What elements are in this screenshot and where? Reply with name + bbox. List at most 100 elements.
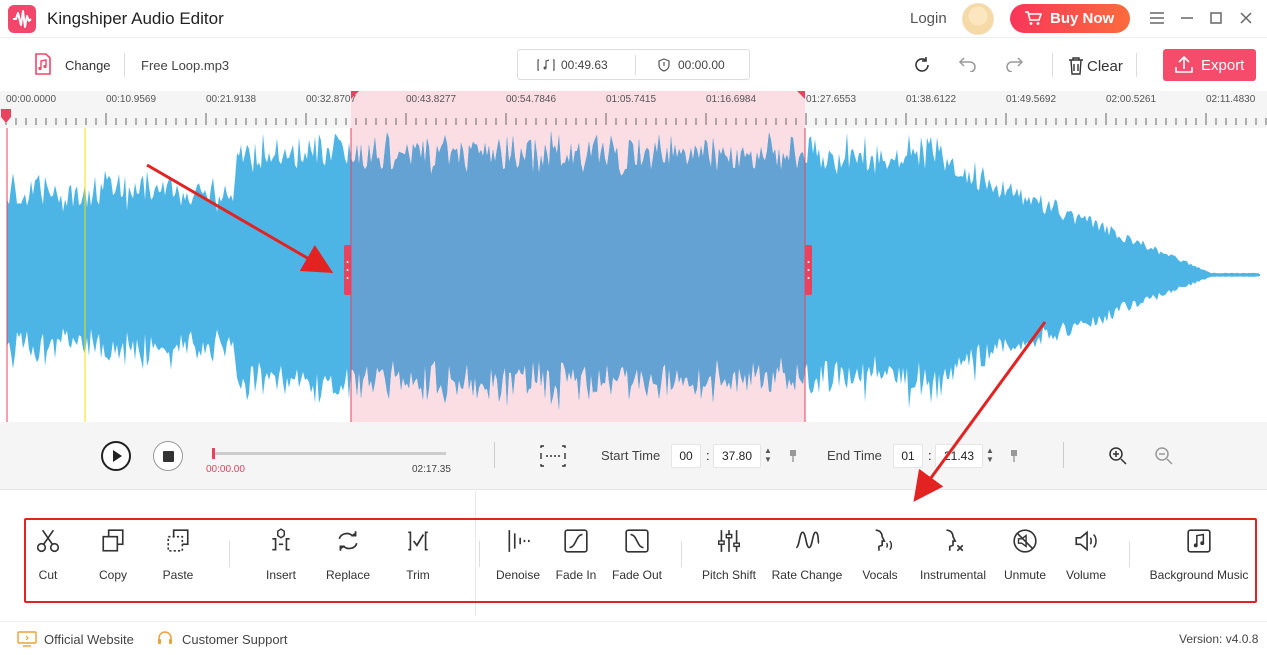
colon: :	[928, 448, 932, 463]
tool-insert-button[interactable]: Insert	[226, 528, 336, 588]
official-website-link[interactable]: Official Website	[44, 632, 134, 647]
customer-support-link[interactable]: Customer Support	[182, 632, 288, 647]
pin-icon[interactable]	[788, 449, 798, 463]
login-link[interactable]: Login	[910, 10, 947, 27]
trim-icon	[408, 531, 428, 551]
tool-unmute-button[interactable]: Unmute	[970, 528, 1080, 588]
selection-start-handle[interactable]	[344, 245, 351, 295]
avatar[interactable]	[962, 3, 994, 35]
vocals-icon	[875, 529, 893, 551]
footer: Official Website Customer Support Versio…	[0, 621, 1267, 655]
pitch-shift-icon	[718, 530, 740, 552]
waveform-selected-shape	[351, 130, 805, 411]
close-icon[interactable]	[1236, 8, 1256, 28]
replace-icon	[338, 531, 358, 551]
music-file-icon[interactable]	[33, 53, 53, 75]
zoom-out-icon[interactable]	[1154, 446, 1174, 466]
menu-icon[interactable]	[1147, 8, 1167, 28]
buy-now-button[interactable]: Buy Now	[1010, 4, 1130, 33]
stop-button[interactable]	[153, 441, 183, 471]
duration-value: 00:49.63	[561, 58, 608, 72]
headset-icon[interactable]	[156, 630, 174, 648]
divider	[124, 53, 125, 77]
maximize-icon[interactable]	[1206, 8, 1226, 28]
tool-cut-button[interactable]: Cut	[0, 528, 103, 588]
tool-label: Unmute	[1003, 568, 1047, 582]
unmute-icon	[1013, 529, 1037, 553]
tool-denoise-button[interactable]: Denoise	[463, 528, 573, 588]
minimize-icon[interactable]	[1177, 8, 1197, 28]
ruler-label: 02:00.5261	[1106, 94, 1157, 105]
time-info-box: 00:49.63 00:00.00	[517, 49, 750, 80]
pin-icon[interactable]	[1009, 449, 1019, 463]
upload-icon	[1175, 56, 1193, 73]
ruler-label: 00:21.9138	[206, 94, 257, 105]
ruler-label: 01:38.6122	[906, 94, 957, 105]
tool-trim-button[interactable]: Trim	[363, 528, 473, 588]
export-button[interactable]: Export	[1163, 49, 1256, 81]
tool-rate-change-button[interactable]: Rate Change	[752, 528, 862, 588]
time-ruler[interactable]: 00:00.0000 00:10.9569 00:21.9138 00:32.8707…	[0, 91, 1267, 128]
end-sec-input[interactable]: 21.43	[935, 444, 983, 468]
tool-volume-button[interactable]: Volume	[1031, 528, 1141, 588]
ruler-label: 01:05.7415	[606, 94, 657, 105]
website-icon[interactable]	[17, 631, 37, 647]
tool-copy-button[interactable]: Copy	[58, 528, 168, 588]
duration-icon	[537, 59, 555, 71]
divider	[494, 442, 495, 468]
end-time-label: End Time	[827, 448, 882, 463]
tool-replace-button[interactable]: Replace	[293, 528, 403, 588]
tool-pitch-shift-button[interactable]: Pitch Shift	[674, 528, 784, 588]
tool-fade-in-button[interactable]: Fade In	[521, 528, 631, 588]
ruler-label: 01:49.5692	[1006, 94, 1057, 105]
cart-icon	[1025, 11, 1042, 25]
progress-handle[interactable]	[212, 448, 215, 459]
app-logo-icon	[8, 5, 36, 33]
ruler-label: 00:54.7846	[506, 94, 557, 105]
tool-paste-button[interactable]: Paste	[123, 528, 233, 588]
tool-instrumental-button[interactable]: Instrumental	[898, 528, 1008, 588]
start-stepper[interactable]: ▲ ▼	[764, 446, 772, 464]
tool-fade-out-button[interactable]: Fade Out	[582, 528, 692, 588]
copy-icon	[102, 529, 124, 552]
select-all-icon[interactable]	[540, 445, 566, 467]
tool-label: Pitch Shift	[701, 568, 757, 582]
end-min-input[interactable]: 01	[893, 444, 923, 468]
tool-label: Trim	[406, 568, 430, 582]
paste-icon	[167, 529, 189, 552]
selection-time-value: 00:00.00	[678, 58, 725, 72]
selection-end-handle[interactable]	[805, 245, 812, 295]
divider	[1052, 53, 1053, 77]
waveform[interactable]	[0, 128, 1267, 422]
editor-toolbar: Change Free Loop.mp3 00:49.63 00:00.00 C…	[0, 39, 1267, 91]
selection-start-marker	[351, 91, 359, 99]
start-min-input[interactable]: 00	[671, 444, 701, 468]
tool-label: Denoise	[495, 568, 541, 582]
redo-icon[interactable]	[1004, 56, 1024, 72]
tool-label: Instrumental	[919, 568, 987, 582]
background-music-icon	[1187, 529, 1211, 553]
export-label: Export	[1201, 57, 1245, 74]
tool-label: Replace	[325, 568, 371, 582]
divider	[1129, 541, 1130, 567]
change-button[interactable]: Change	[65, 58, 111, 73]
playback-progress[interactable]	[212, 448, 446, 459]
start-sec-input[interactable]: 37.80	[713, 444, 761, 468]
clear-button[interactable]: Clear	[1068, 54, 1128, 78]
tool-label: Volume	[1065, 568, 1107, 582]
tool-background-music-button[interactable]: Background Music	[1144, 528, 1254, 588]
rate-change-icon	[795, 531, 820, 549]
end-stepper[interactable]: ▲ ▼	[986, 446, 994, 464]
tool-label: Cut	[38, 568, 58, 582]
start-time-label: Start Time	[601, 448, 661, 463]
divider	[681, 541, 682, 567]
ruler-label: 00:00.0000	[6, 94, 57, 105]
play-button[interactable]	[101, 441, 131, 471]
zoom-in-icon[interactable]	[1108, 446, 1128, 466]
undo-icon[interactable]	[958, 56, 978, 72]
shield-icon	[658, 58, 670, 72]
clear-label: Clear	[1087, 58, 1123, 75]
tool-vocals-button[interactable]: Vocals	[825, 528, 935, 588]
refresh-icon[interactable]	[913, 56, 931, 74]
stop-icon	[163, 451, 174, 462]
